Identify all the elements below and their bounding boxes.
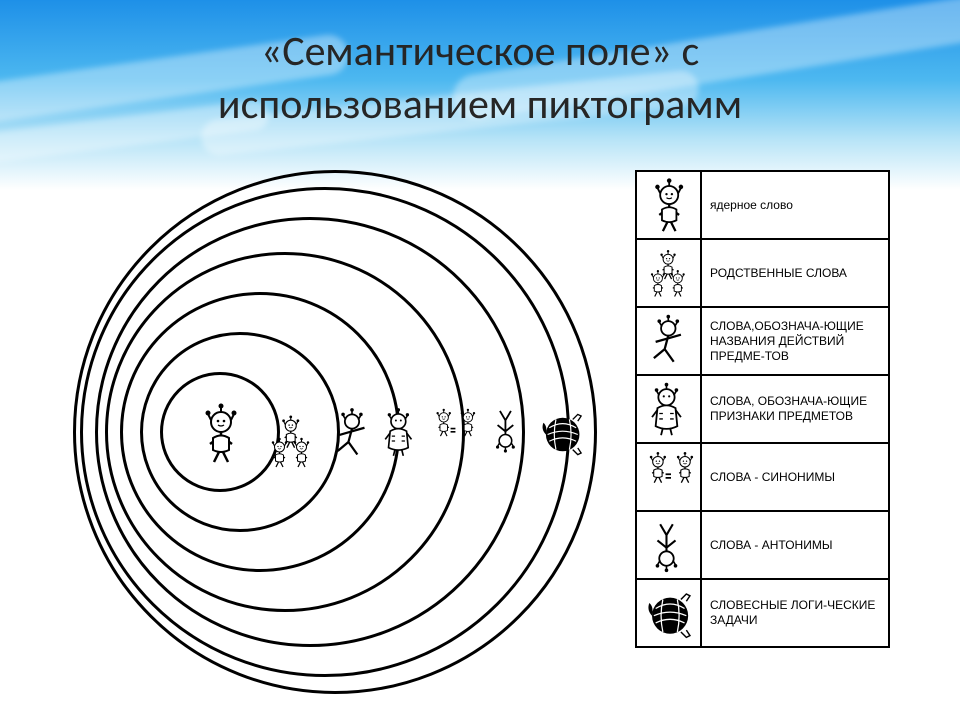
legend-label: СЛОВА, ОБОЗНАЧА-ЮЩИЕ ПРИЗНАКИ ПРЕДМЕТОВ — [702, 376, 888, 442]
antonym-icon — [637, 512, 702, 578]
action-icon — [637, 308, 702, 374]
synonym-icon — [637, 444, 702, 510]
slide-title: «Семантическое поле» с использованием пи… — [0, 0, 960, 131]
legend-row: СЛОВЕСНЫЕ ЛОГИ-ЧЕСКИЕ ЗАДАЧИ — [637, 580, 888, 646]
family-icon — [637, 240, 702, 306]
title-line-2: использованием пиктограмм — [218, 79, 742, 130]
ring-glyph-core — [192, 402, 248, 464]
yarn-icon — [637, 580, 702, 646]
concentric-rings-diagram — [55, 170, 615, 695]
legend-label: ядерное слово — [702, 172, 888, 238]
ring-glyph-attrib — [377, 404, 423, 460]
ring-glyph-family — [260, 410, 322, 472]
legend-label: СЛОВА - СИНОНИМЫ — [702, 444, 888, 510]
content-area: ядерное словоРОДСТВЕННЫЕ СЛОВАСЛОВА,ОБОЗ… — [0, 160, 960, 720]
legend-row: ядерное слово — [637, 172, 888, 240]
attrib-icon — [637, 376, 702, 442]
legend-row: СЛОВА, ОБОЗНАЧА-ЮЩИЕ ПРИЗНАКИ ПРЕДМЕТОВ — [637, 376, 888, 444]
legend-label: РОДСТВЕННЫЕ СЛОВА — [702, 240, 888, 306]
legend-table: ядерное словоРОДСТВЕННЫЕ СЛОВАСЛОВА,ОБОЗ… — [635, 170, 890, 648]
legend-label: СЛОВЕСНЫЕ ЛОГИ-ЧЕСКИЕ ЗАДАЧИ — [702, 580, 888, 646]
legend-label: СЛОВА - АНТОНИМЫ — [702, 512, 888, 578]
ring-glyph-yarn — [535, 406, 587, 458]
legend-label: СЛОВА,ОБОЗНАЧА-ЮЩИЕ НАЗВАНИЯ ДЕЙСТВИЙ ПР… — [702, 308, 888, 374]
legend-row: СЛОВА - АНТОНИМЫ — [637, 512, 888, 580]
legend-row: СЛОВА - СИНОНИМЫ — [637, 444, 888, 512]
legend-row: СЛОВА,ОБОЗНАЧА-ЮЩИЕ НАЗВАНИЯ ДЕЙСТВИЙ ПР… — [637, 308, 888, 376]
title-line-1: «Семантическое поле» с — [261, 26, 700, 77]
legend-row: РОДСТВЕННЫЕ СЛОВА — [637, 240, 888, 308]
ring-glyph-action — [327, 406, 377, 462]
ring-glyph-synonym — [425, 406, 481, 456]
core-icon — [637, 172, 702, 238]
ring-glyph-antonym — [485, 402, 529, 456]
